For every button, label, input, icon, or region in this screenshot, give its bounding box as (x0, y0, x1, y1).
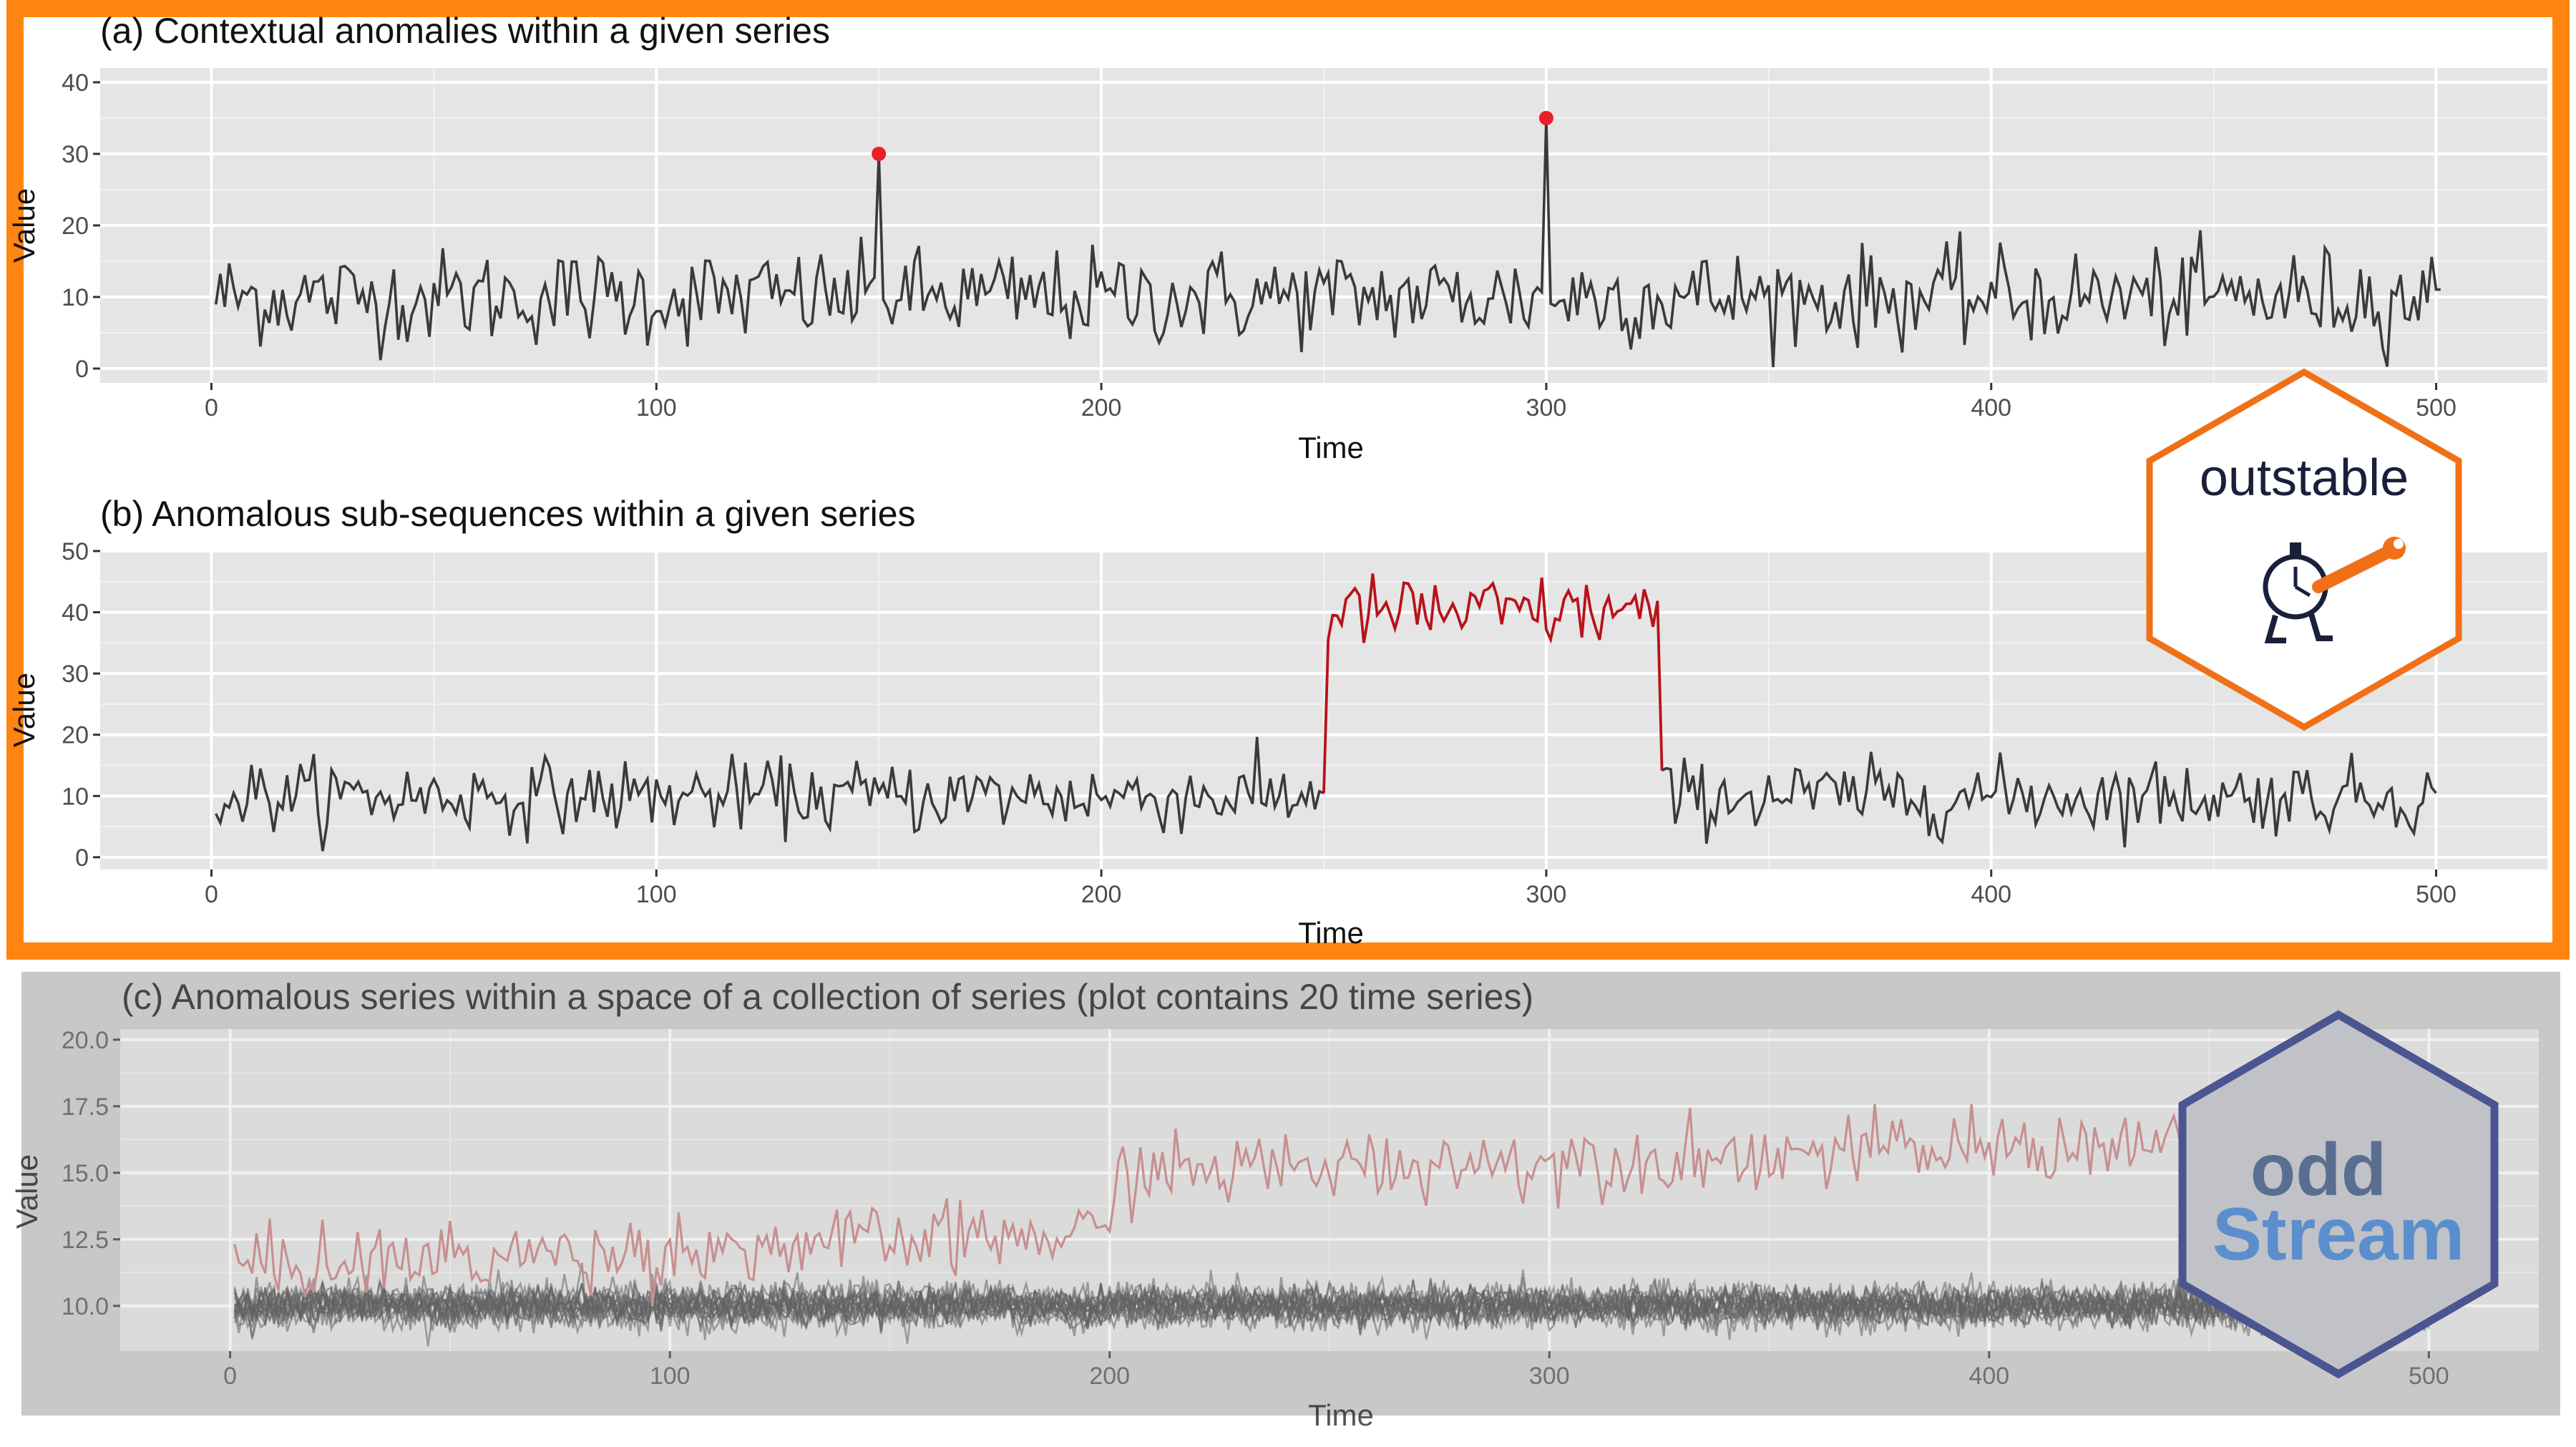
normal-series-line (233, 1279, 2430, 1337)
x-tick-label: 200 (1089, 1363, 1130, 1390)
panel-c-title: (c) Anomalous series within a space of a… (122, 977, 1533, 1017)
stopwatch-wrench-icon (2263, 537, 2406, 643)
normal-series-line (234, 1275, 2430, 1333)
y-tick-label: 15.0 (62, 1160, 109, 1187)
y-tick-label: 40 (62, 69, 89, 97)
y-tick-label: 10 (62, 284, 89, 311)
x-tick-label: 100 (636, 394, 677, 422)
panel-a-y-ticks: 0 10 20 30 40 (62, 69, 100, 383)
panel-b-grid (100, 550, 2547, 869)
x-tick-label: 300 (1526, 394, 1567, 422)
panel-b-title: (b) Anomalous sub-sequences within a giv… (100, 494, 916, 534)
outstable-logo: outstable (2146, 368, 2462, 731)
panel-a-y-label: Value (7, 188, 41, 263)
x-tick-label: 500 (2416, 881, 2457, 908)
panel-b-x-ticks: 0 100 200 300 400 500 (205, 869, 2457, 908)
x-tick-label: 300 (1529, 1363, 1570, 1390)
series-line-anomalous (1322, 573, 1664, 794)
y-tick-label: 30 (62, 141, 89, 168)
normal-series-line (233, 1277, 2430, 1340)
normal-series-line (233, 1270, 2430, 1336)
anomaly-point (872, 147, 887, 161)
y-tick-label: 12.5 (62, 1227, 109, 1254)
outstable-logo-text: outstable (2200, 449, 2409, 507)
x-tick-label: 200 (1081, 394, 1122, 422)
panel-a-series (214, 117, 2441, 368)
panel-c-x-label: Time (1308, 1398, 1374, 1432)
x-tick-label: 0 (223, 1363, 237, 1390)
normal-series-line (233, 1274, 2430, 1347)
panel-c-y-label: Value (10, 1154, 44, 1229)
panel-b: (b) Anomalous sub-sequences within a giv… (7, 494, 2547, 950)
anomalous-series-line (233, 1081, 2430, 1307)
anomaly-point (1538, 111, 1553, 125)
panel-c-x-ticks: 0 100 200 300 400 500 (223, 1351, 2449, 1390)
normal-series-line (233, 1262, 2430, 1338)
y-tick-label: 50 (62, 538, 89, 565)
x-tick-label: 0 (205, 394, 218, 422)
x-tick-label: 400 (1971, 881, 2011, 908)
normal-series-line (233, 1270, 2430, 1336)
panel-a-title: (a) Contextual anomalies within a given … (100, 11, 830, 51)
x-tick-label: 100 (650, 1363, 691, 1390)
outstable-hexagon (2146, 368, 2462, 731)
panel-b-x-label: Time (1298, 916, 1364, 950)
x-tick-label: 500 (2409, 1363, 2449, 1390)
normal-series-line (233, 1277, 2430, 1338)
highlight-frame (6, 0, 2570, 960)
series-line-normal-after (1661, 751, 2437, 848)
x-tick-label: 400 (1968, 1363, 2009, 1390)
panel-a: (a) Contextual anomalies within a given … (7, 11, 2547, 464)
y-tick-label: 20 (62, 213, 89, 240)
y-tick-label: 20.0 (62, 1027, 109, 1054)
oddstream-logo-odd: odd (2250, 1129, 2387, 1212)
x-tick-label: 200 (1081, 881, 1122, 908)
y-tick-label: 20 (62, 722, 89, 749)
panel-a-x-label: Time (1298, 431, 1364, 464)
panel-a-x-ticks: 0 100 200 300 400 500 (205, 383, 2457, 422)
oddstream-logo-stream: Stream (2212, 1193, 2465, 1276)
y-tick-label: 10.0 (62, 1293, 109, 1320)
x-tick-label: 400 (1971, 394, 2011, 422)
x-tick-label: 300 (1526, 881, 1567, 908)
series-line-normal-before (215, 736, 1324, 852)
y-tick-label: 0 (75, 844, 89, 872)
oddstream-logo: odd Stream (2178, 1010, 2499, 1379)
panel-c: (c) Anomalous series within a space of a… (10, 977, 2539, 1432)
x-tick-label: 100 (636, 881, 677, 908)
x-tick-label: 0 (205, 881, 218, 908)
panel-b-y-label: Value (7, 673, 41, 747)
normal-series-line (233, 1280, 2430, 1332)
normal-series-line (233, 1277, 2430, 1336)
panel-a-grid (100, 68, 2547, 383)
y-tick-label: 30 (62, 661, 89, 688)
normal-series-line (233, 1277, 2430, 1340)
y-tick-label: 17.5 (62, 1093, 109, 1121)
panel-b-series (215, 573, 2437, 852)
y-tick-label: 40 (62, 600, 89, 627)
normal-series-line (234, 1277, 2430, 1344)
normal-series-line (233, 1272, 2430, 1335)
series-line (214, 117, 2441, 368)
panel-c-series (233, 1081, 2430, 1347)
x-tick-label: 500 (2416, 394, 2457, 422)
y-tick-label: 0 (75, 356, 89, 383)
normal-series-line (233, 1277, 2430, 1338)
normal-series-line (233, 1275, 2430, 1337)
oddstream-hexagon (2178, 1010, 2499, 1379)
normal-series-line (233, 1270, 2430, 1338)
panel-b-y-ticks: 0 10 20 30 40 50 (62, 538, 100, 872)
panel-a-anomaly-points (872, 111, 1553, 161)
normal-series-line (233, 1273, 2430, 1337)
panel-c-y-ticks: 10.0 12.5 15.0 17.5 20.0 (62, 1027, 120, 1320)
normal-series-line (233, 1270, 2430, 1338)
y-tick-label: 10 (62, 783, 89, 810)
normal-series-line (233, 1277, 2430, 1340)
